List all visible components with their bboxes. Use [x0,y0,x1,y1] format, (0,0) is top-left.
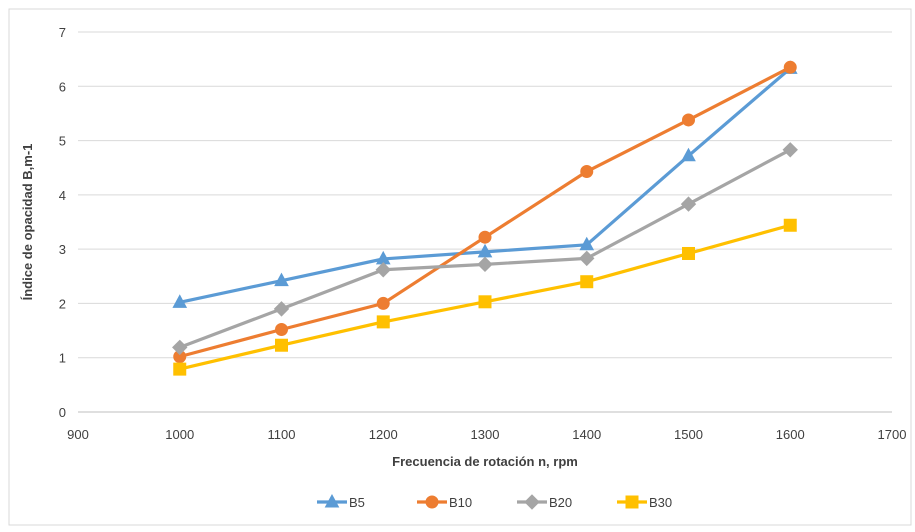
x-tick-label: 1500 [674,427,703,442]
data-point-b30 [376,315,390,329]
legend-label: B20 [549,495,572,510]
y-tick-label: 0 [59,405,66,420]
y-tick-label: 5 [59,134,66,149]
data-point-b10 [275,322,288,336]
x-tick-label: 1100 [268,427,296,442]
legend-label: B5 [349,495,365,510]
data-point-b20 [579,250,595,267]
legend-swatch-marker [524,494,540,510]
series-layer [172,60,798,376]
data-point-b10 [783,60,797,74]
x-tick-label: 1600 [776,427,805,442]
series-b20 [172,142,798,356]
legend-label: B30 [649,495,672,510]
data-point-b5 [681,147,696,162]
legend-item-b5: B5 [317,493,365,510]
data-point-b30 [275,338,288,352]
y-tick-label: 1 [59,351,66,366]
x-tick-label: 1300 [471,427,500,442]
legend-label: B10 [449,495,472,510]
series-b30 [173,218,797,376]
axes: 0 1 2 3 4 5 6 7 900 1000 1100 1200 1300 1400 1500 1600 1… [59,25,907,442]
y-tick-label: 4 [59,188,66,203]
x-tick-label: 1000 [165,427,194,442]
data-point-b20 [375,262,391,278]
data-point-b20 [680,196,697,212]
legend-item-b10: B10 [417,495,472,510]
data-point-b20 [273,301,290,317]
y-tick-label: 6 [59,79,66,94]
legend-swatch-marker [425,495,439,509]
y-tick-label: 2 [59,296,66,311]
data-point-b10 [580,165,594,179]
x-axis-title: Frecuencia de rotación n, rpm [392,454,578,469]
data-point-b5 [172,294,188,308]
x-tick-label: 1700 [878,427,907,442]
y-axis-title: Índice de opacidad B,m-1 [20,144,35,301]
data-point-b5 [274,272,289,287]
legend: B5 B10 B20 B30 [317,493,672,510]
x-tick-label: 900 [67,427,89,442]
data-point-b10 [376,296,390,310]
data-point-b30 [580,275,594,289]
data-point-b10 [682,113,695,127]
legend-swatch-marker [625,495,639,509]
legend-item-b20: B20 [517,494,572,510]
data-point-b20 [477,256,493,273]
y-tick-label: 7 [59,25,66,40]
data-point-b20 [782,142,798,158]
x-tick-label: 1200 [369,427,398,442]
data-point-b10 [478,230,492,244]
x-tick-label: 1400 [572,427,601,442]
series-b10 [173,60,797,364]
data-point-b30 [783,218,797,232]
data-point-b30 [478,295,492,309]
data-point-b30 [682,246,695,260]
legend-item-b30: B30 [617,495,672,510]
data-point-b30 [173,362,187,376]
data-point-b5 [579,236,595,251]
data-point-b20 [172,339,188,356]
legend-swatch-marker [324,493,340,508]
y-tick-label: 3 [59,242,66,257]
